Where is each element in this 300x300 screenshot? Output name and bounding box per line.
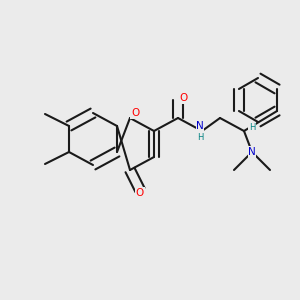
Text: O: O: [136, 188, 144, 198]
Text: H: H: [249, 122, 255, 131]
Text: O: O: [179, 93, 187, 103]
Text: N: N: [248, 147, 256, 157]
Text: H: H: [197, 133, 203, 142]
Text: N: N: [196, 121, 204, 131]
Text: O: O: [131, 108, 139, 118]
